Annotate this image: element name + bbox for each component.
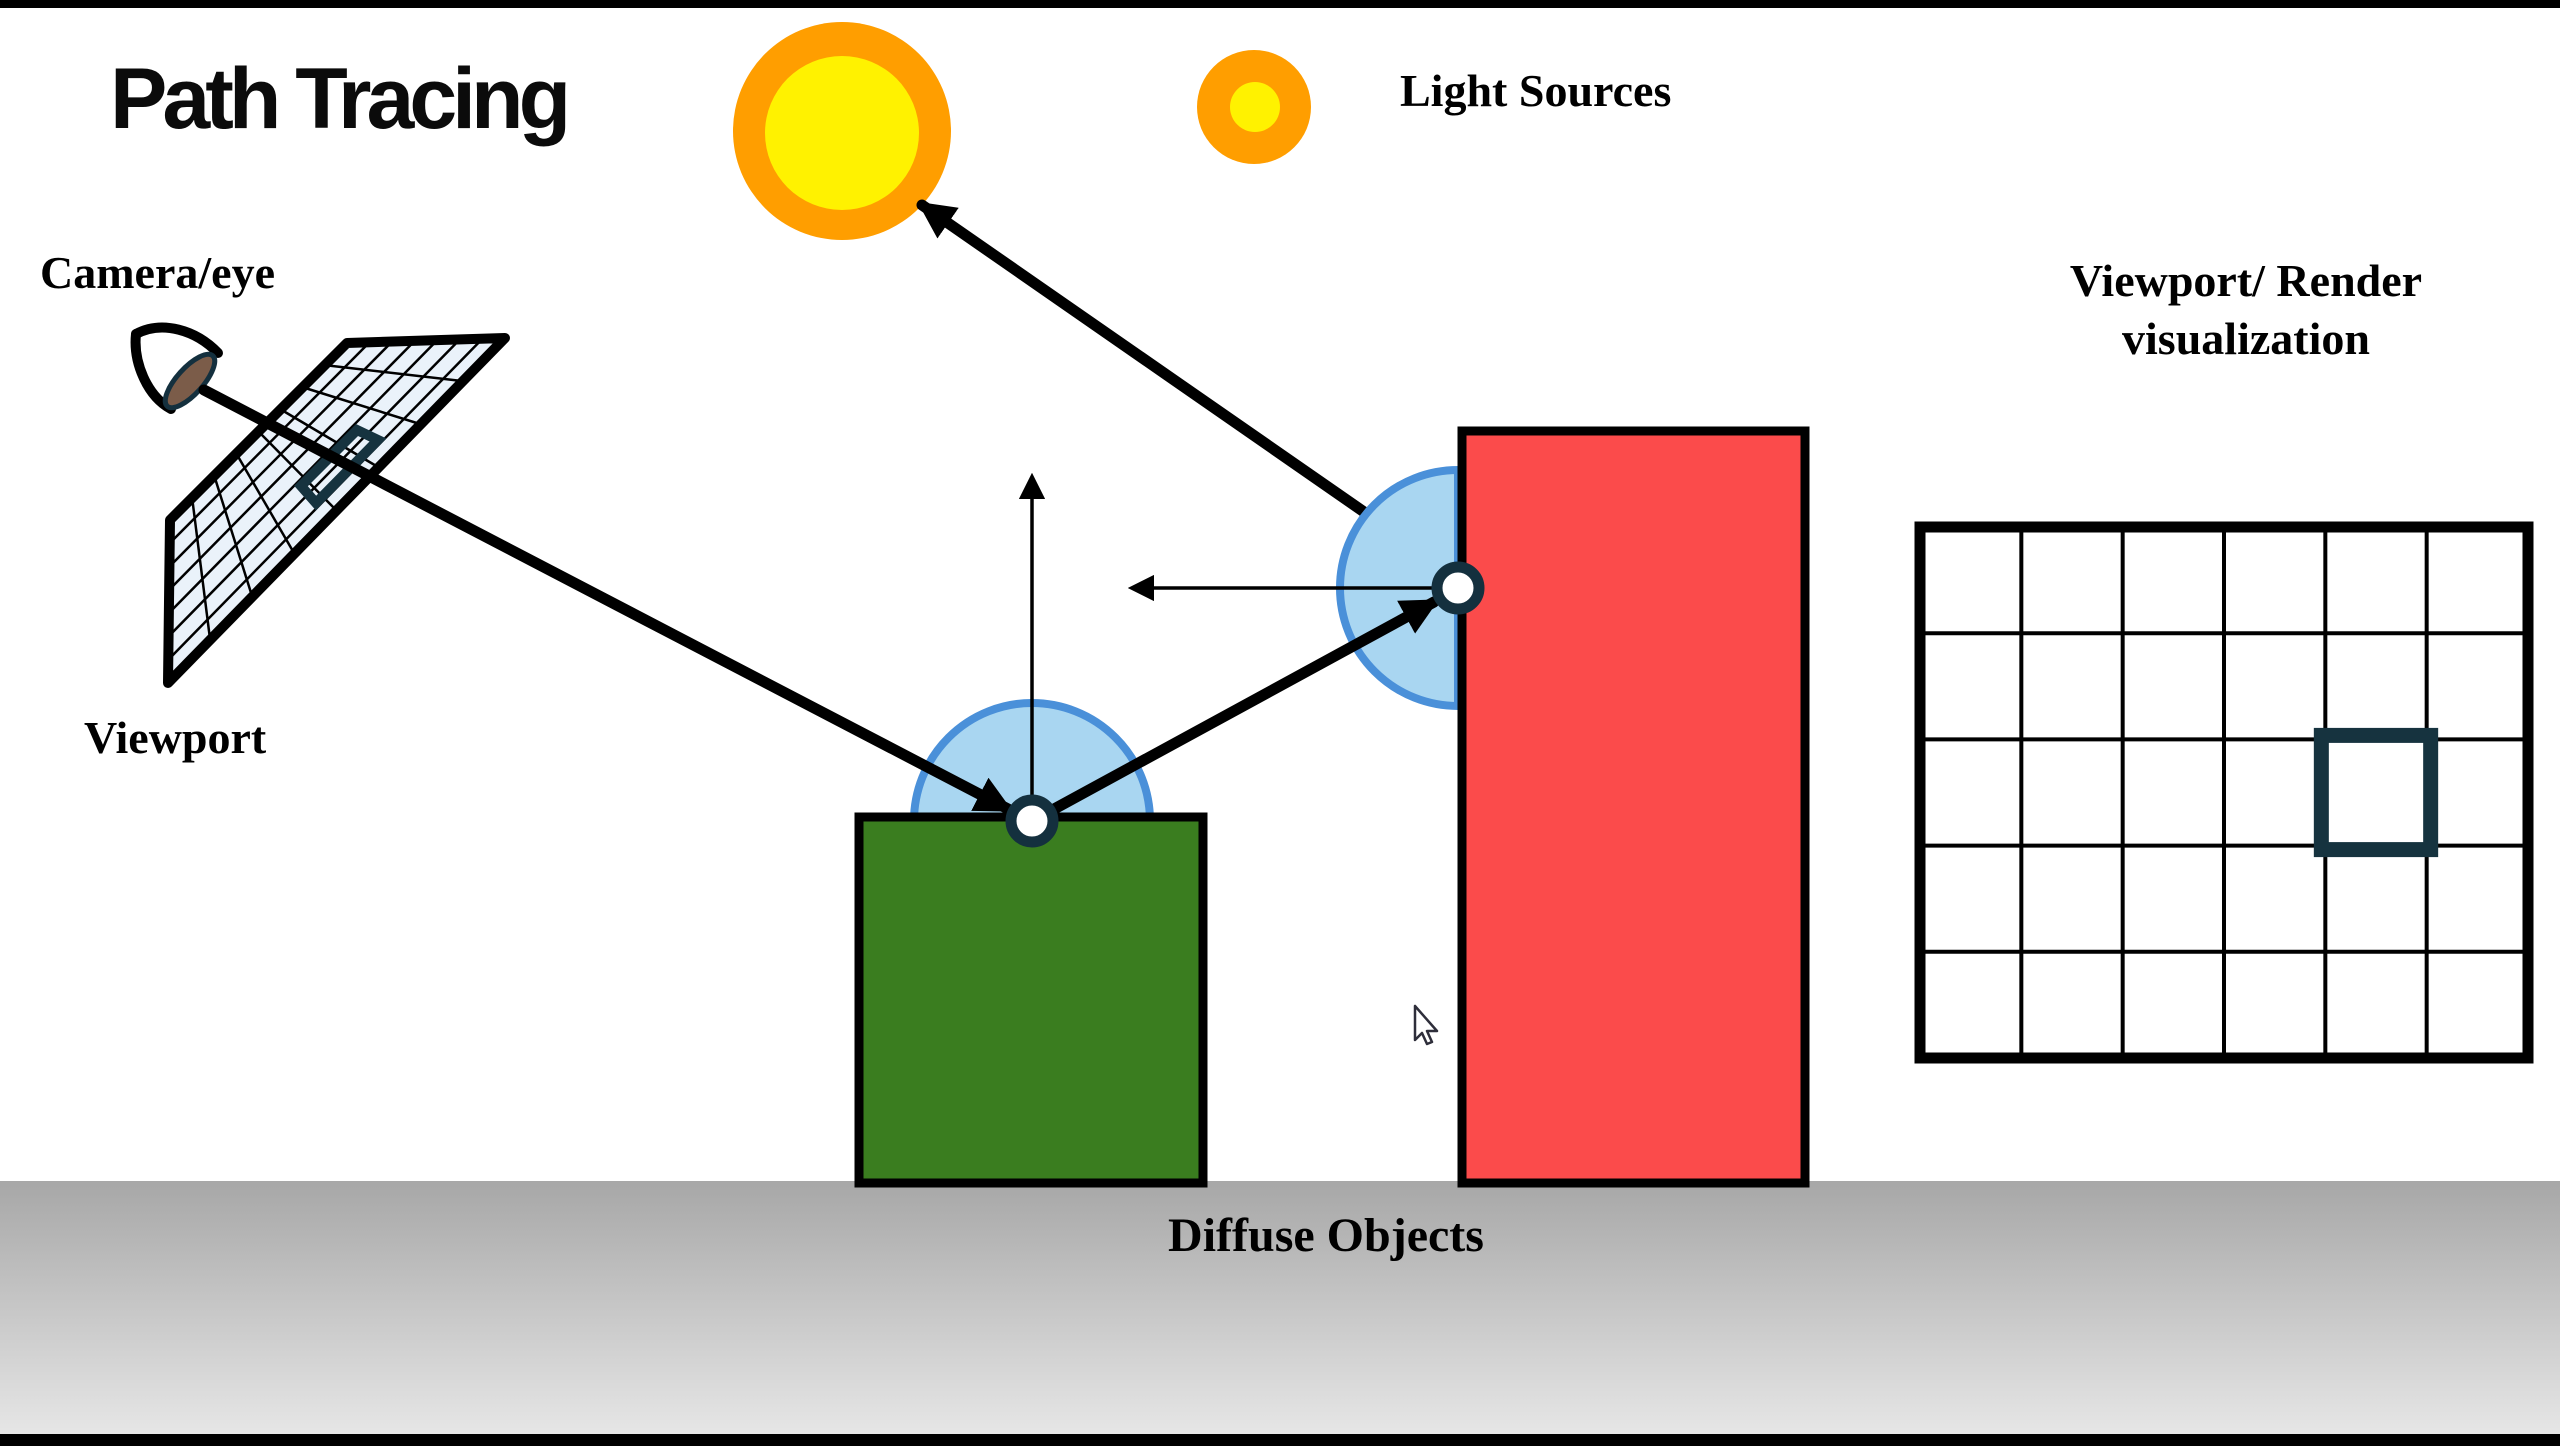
sun-icon-large: [733, 22, 951, 240]
eye-icon: [130, 322, 223, 414]
sun-small-inner: [1230, 82, 1280, 132]
viewport-grid-lines: [167, 337, 484, 661]
grid-line: [302, 386, 422, 426]
grid-line: [213, 475, 254, 598]
render-grid: [1914, 521, 2534, 1064]
render-visualization-label-line1: Viewport/ Render: [2069, 255, 2423, 306]
sun-large-inner: [765, 56, 919, 210]
render-grid-highlight-cell: [2313, 727, 2439, 858]
viewport-label: Viewport: [84, 712, 267, 763]
letterbox-bar-bottom: [0, 1434, 2560, 1446]
diffuse-box-red: [1457, 426, 1810, 1188]
grid-line: [190, 497, 212, 641]
render-visualization-label-line2: visualization: [2122, 313, 2370, 364]
ray-camera-to-green: [198, 384, 1014, 815]
bounce-node-red: [1431, 561, 1485, 615]
light-sources-label: Light Sources: [1400, 65, 1672, 116]
sun-icon-small: [1197, 50, 1311, 164]
viewport-pixel-highlight: [294, 423, 387, 511]
letterbox-bar-top: [0, 0, 2560, 8]
eye-lens: [162, 351, 218, 411]
ground-plane: [0, 1181, 2560, 1434]
grid-line: [324, 363, 464, 383]
camera-eye-label: Camera/eye: [40, 247, 275, 298]
ray-green-to-red: [1039, 596, 1440, 820]
render-visualization-label: Viewport/ Render visualization: [1990, 252, 2502, 368]
viewport-plane: [163, 333, 510, 688]
mouse-cursor-arrow: [1413, 1004, 1439, 1046]
grid-line: [235, 452, 296, 555]
bounce-node-green: [1005, 794, 1059, 848]
page-title: Path Tracing: [110, 51, 571, 147]
diffuse-objects-label: Diffuse Objects: [1168, 1209, 1484, 1262]
diffuse-box-green: [854, 812, 1208, 1188]
eye-upper-lid: [131, 322, 223, 358]
